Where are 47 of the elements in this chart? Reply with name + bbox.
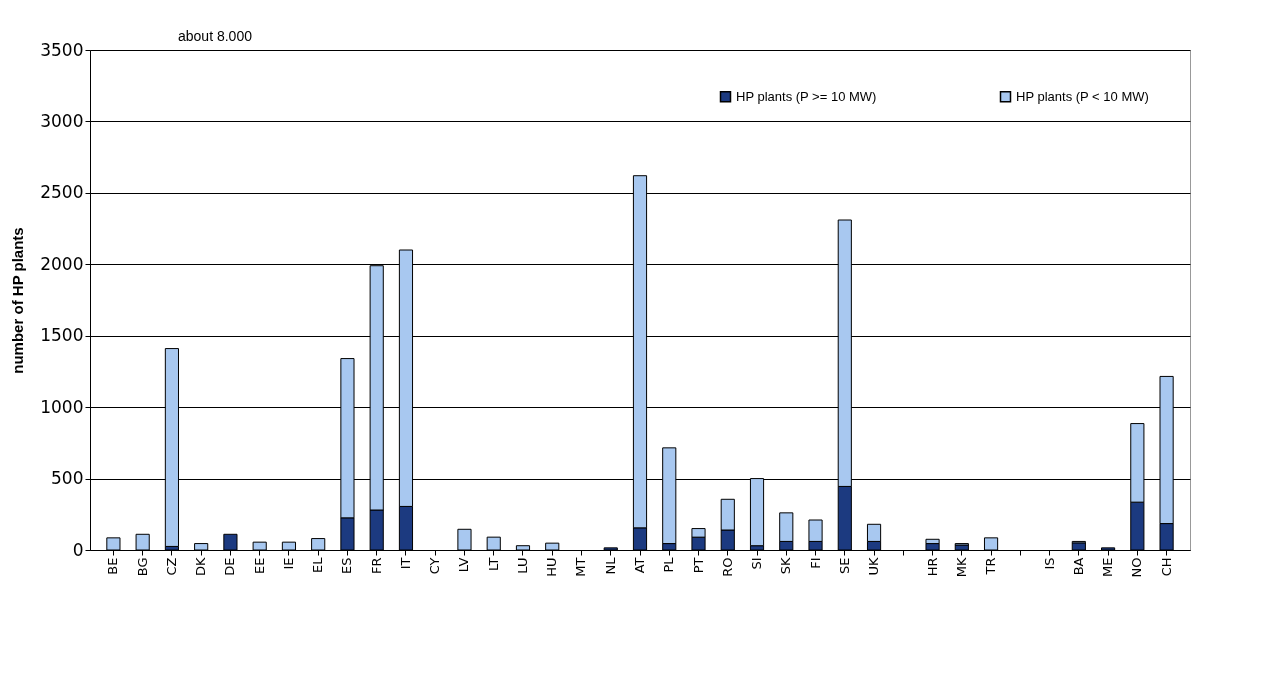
y-tick-label: 1500 — [40, 325, 84, 346]
x-tick-label: IT — [397, 557, 413, 570]
y-tick-label: 2500 — [40, 182, 84, 203]
x-tick-label: LU — [514, 557, 530, 574]
x-tick-label: BG — [134, 557, 150, 577]
y-axis-title: number of HP plants — [9, 227, 27, 374]
x-tick-label: CY — [427, 557, 443, 575]
x-tick-label: EL — [310, 556, 326, 573]
x-tick-label: PT — [690, 557, 706, 574]
x-tick-label: ES — [339, 557, 355, 574]
y-tick-label: 1000 — [40, 396, 84, 417]
x-tick-label: NL — [602, 556, 618, 575]
x-tick-label: AT — [632, 557, 647, 574]
x-tick-label: TR — [983, 557, 999, 576]
x-tick-label: FR — [368, 557, 384, 575]
x-tick-label: SK — [778, 557, 794, 575]
x-tick-label: HR — [924, 557, 940, 577]
x-tick-label: CH — [1158, 557, 1174, 577]
x-tick-label: IE — [280, 557, 296, 570]
x-tick-label: LV — [456, 557, 472, 573]
legend-label: HP plants (P >= 10 MW) — [736, 88, 877, 104]
x-tick-label: IS — [1041, 557, 1057, 570]
y-tick-label: 3500 — [40, 39, 84, 60]
x-tick-label: BE — [105, 557, 121, 575]
x-tick-label: SE — [836, 557, 852, 574]
x-tick-label: UK — [866, 557, 882, 576]
x-tick-label: PL — [661, 556, 677, 573]
x-tick-label: ME — [1100, 557, 1116, 577]
x-tick-label: LT — [485, 557, 501, 571]
x-tick-label: RO — [719, 557, 735, 577]
y-tick-label: 500 — [51, 468, 84, 489]
y-tick-label: 2000 — [40, 253, 84, 274]
x-tick-label: NO — [1129, 557, 1145, 578]
x-tick-label: EE — [251, 557, 267, 574]
text: about 8.000 — [178, 28, 253, 44]
x-tick-label: MK — [953, 557, 969, 578]
x-tick-label: BA — [1070, 557, 1086, 576]
x-tick-label: DK — [193, 557, 209, 577]
x-tick-label: FI — [807, 557, 823, 569]
x-tick-label: MT — [573, 557, 589, 577]
x-tick-label: HU — [544, 557, 560, 577]
x-tick-label: SI — [749, 557, 765, 570]
x-tick-label: CZ — [163, 557, 179, 576]
legend-label: HP plants (P < 10 MW) — [1016, 88, 1149, 104]
x-tick-label: DE — [222, 557, 238, 576]
y-tick-label: 3000 — [40, 110, 84, 131]
y-tick-label: 0 — [72, 539, 84, 560]
